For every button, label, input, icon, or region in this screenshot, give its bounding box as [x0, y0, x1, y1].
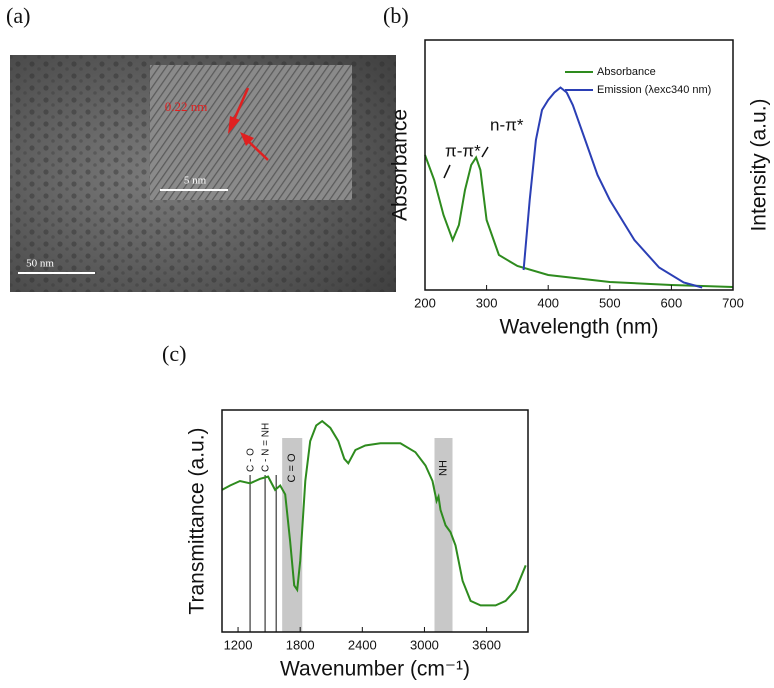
x-tick-label: 2400 — [348, 637, 377, 652]
x-tick-label: 300 — [476, 295, 498, 310]
legend-label: Absorbance — [597, 66, 656, 78]
y-axis-label: Absorbance — [389, 109, 412, 221]
plot-frame — [424, 39, 734, 291]
band-label: C = O — [286, 453, 298, 482]
plot-frame — [221, 409, 529, 633]
legend-label: Emission (λexc340 nm) — [597, 84, 711, 96]
marker-label: C - N = NH — [261, 423, 272, 472]
x-tick-label: 700 — [722, 295, 744, 310]
x-axis-label: Wavenumber (cm⁻¹) — [280, 658, 470, 681]
annotation-arrows — [443, 146, 489, 179]
panel-label: (c) — [162, 341, 186, 366]
micrograph: 5 nm 50 nm 0.22 nm — [10, 55, 396, 292]
panel-label: (a) — [6, 3, 30, 28]
lattice-label: 0.22 nm — [165, 99, 208, 114]
x-tick-label: 500 — [599, 295, 621, 310]
x-axis-label: Wavelength (nm) — [499, 316, 658, 339]
x-tick-label: 200 — [414, 295, 436, 310]
y-axis-label: Transmittance (a.u.) — [186, 427, 209, 614]
band — [434, 438, 453, 632]
data-line — [522, 86, 703, 289]
band-label: NH — [437, 460, 449, 476]
y2-axis-label: Intensity (a.u.) — [748, 98, 771, 231]
annotation: π-π* — [445, 141, 481, 160]
x-tick-label: 3000 — [410, 637, 439, 652]
inset-scale-label: 5 nm — [184, 175, 207, 187]
annotation: n-π* — [490, 115, 524, 134]
x-tick-label: 1200 — [224, 637, 253, 652]
panel-label: (b) — [383, 3, 409, 28]
x-tick-label: 600 — [661, 295, 683, 310]
data-line — [424, 154, 734, 288]
x-tick-label: 1800 — [286, 637, 315, 652]
x-tick-label: 3600 — [472, 637, 501, 652]
marker-label: C - O — [246, 448, 257, 472]
scale-label: 50 nm — [26, 258, 54, 270]
x-tick-label: 400 — [537, 295, 559, 310]
data-line — [221, 419, 527, 607]
